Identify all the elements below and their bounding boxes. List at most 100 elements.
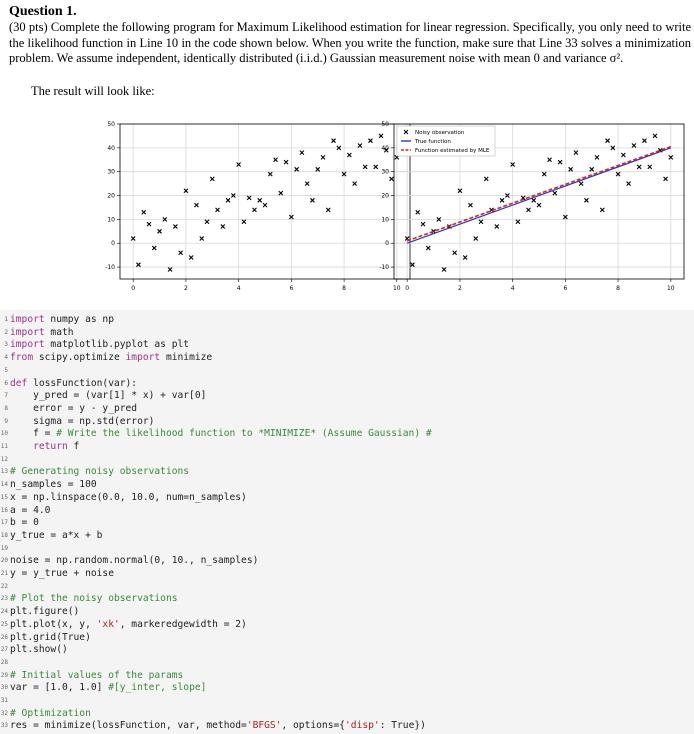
data-point xyxy=(294,166,300,172)
code-line: 2 import math xyxy=(0,326,73,339)
question-body: (30 pts) Complete the following program … xyxy=(9,20,691,65)
code-line: 6 def lossFunction(var): xyxy=(0,377,137,390)
data-point xyxy=(483,176,489,182)
data-point xyxy=(510,162,516,167)
code-token: n_samples = 100 xyxy=(10,479,97,491)
code-token: 'xk' xyxy=(96,618,120,630)
y-tick-label: 20 xyxy=(107,193,115,200)
data-point xyxy=(283,159,289,165)
line-number: 2 xyxy=(4,328,8,336)
line-number: 11 xyxy=(0,443,8,450)
x-tick-label: 10 xyxy=(393,285,401,292)
data-point xyxy=(541,171,547,177)
data-point xyxy=(252,207,257,213)
data-point xyxy=(262,202,268,208)
line-number: 20 xyxy=(0,557,8,565)
data-point xyxy=(562,214,568,220)
line-number: 1 xyxy=(4,316,8,323)
data-point xyxy=(557,159,563,165)
data-point xyxy=(357,143,363,148)
data-point xyxy=(668,154,674,160)
data-point xyxy=(341,171,347,177)
series-line xyxy=(406,145,672,242)
line-number: 31 xyxy=(0,697,8,704)
code-line: 13 # Generating noisy observations xyxy=(0,465,189,478)
code-token: plt.plot(x, y, xyxy=(10,618,97,630)
code-line: 14 n_samples = 100 xyxy=(0,478,97,491)
data-point xyxy=(531,197,537,203)
data-point xyxy=(246,195,252,201)
y-tick-label: 30 xyxy=(381,169,389,176)
legend-label: Noisy observation xyxy=(415,130,465,136)
code-line: 16 a = 4.0 xyxy=(0,504,51,517)
x-tick-label: 2 xyxy=(458,285,462,292)
data-point xyxy=(320,154,326,160)
data-point xyxy=(504,193,510,198)
code-token: y_true = a*x + b xyxy=(10,529,103,541)
code-token: # Generating noisy observations xyxy=(10,466,190,478)
data-point xyxy=(589,166,595,172)
code-token: import xyxy=(125,352,161,364)
y-tick-label: 50 xyxy=(381,121,389,128)
data-point xyxy=(420,221,426,227)
line-number: 18 xyxy=(0,531,8,539)
code-token: : True}) xyxy=(379,720,426,732)
x-tick-label: 4 xyxy=(511,285,515,292)
data-point xyxy=(594,154,600,160)
data-point xyxy=(267,171,273,177)
data-point xyxy=(441,267,447,272)
code-token: # Plot the noisy observations xyxy=(10,593,178,605)
code-token: def xyxy=(10,377,28,389)
line-number: 15 xyxy=(0,493,8,501)
line-number: 23 xyxy=(0,595,8,603)
data-point xyxy=(610,145,616,151)
line-number: 7 xyxy=(4,392,8,400)
x-tick-label: 10 xyxy=(667,285,675,292)
code-token: # Optimization xyxy=(10,707,91,719)
code-line: 31 xyxy=(0,694,10,707)
data-point xyxy=(230,193,236,198)
data-point xyxy=(362,164,368,170)
data-point xyxy=(151,245,157,251)
code-token: var = [1.0, 1.0] xyxy=(10,682,109,694)
code-line: 12 xyxy=(0,453,10,466)
code-line: 28 xyxy=(0,656,10,669)
code-token: y = y_true + noise xyxy=(10,568,114,579)
data-point xyxy=(647,164,653,170)
data-point xyxy=(368,138,373,144)
data-point xyxy=(547,157,552,163)
line-number: 22 xyxy=(0,582,8,590)
data-point xyxy=(473,236,479,241)
y-tick-label: 40 xyxy=(107,145,115,152)
code-token: f = xyxy=(10,428,57,440)
line-number: 33 xyxy=(0,722,8,730)
line-number: 19 xyxy=(0,544,8,552)
line-number: 10 xyxy=(0,430,8,438)
line-number: 16 xyxy=(0,506,8,514)
x-tick-label: 8 xyxy=(342,285,346,292)
line-number: 25 xyxy=(0,620,8,628)
data-point xyxy=(352,181,358,187)
data-point xyxy=(288,214,294,220)
data-point xyxy=(536,202,542,208)
code-token: , markeredgewidth = 2) xyxy=(119,618,247,630)
data-point xyxy=(178,250,184,256)
line-number: 30 xyxy=(0,684,8,692)
code-token: # Initial values of the params xyxy=(10,669,184,681)
line-number: 27 xyxy=(0,646,8,654)
data-point xyxy=(642,138,647,144)
y-tick-label: 0 xyxy=(385,240,389,247)
data-point xyxy=(304,181,310,187)
code-line: 10 f = # Write the likelihood function t… xyxy=(0,427,432,440)
x-tick-label: 6 xyxy=(289,285,293,292)
data-point xyxy=(172,224,178,229)
data-point xyxy=(552,190,558,196)
x-tick-label: 0 xyxy=(405,285,409,292)
code-token: #[y_inter, slope] xyxy=(108,682,207,694)
y-tick-label: 0 xyxy=(111,240,115,247)
code-token: import xyxy=(10,314,45,325)
data-point xyxy=(383,147,389,153)
result-intro: The result will look like: xyxy=(31,84,155,98)
code-token: matplotlib.pyplot as plt xyxy=(44,339,190,351)
code-line: 22 xyxy=(0,580,10,593)
